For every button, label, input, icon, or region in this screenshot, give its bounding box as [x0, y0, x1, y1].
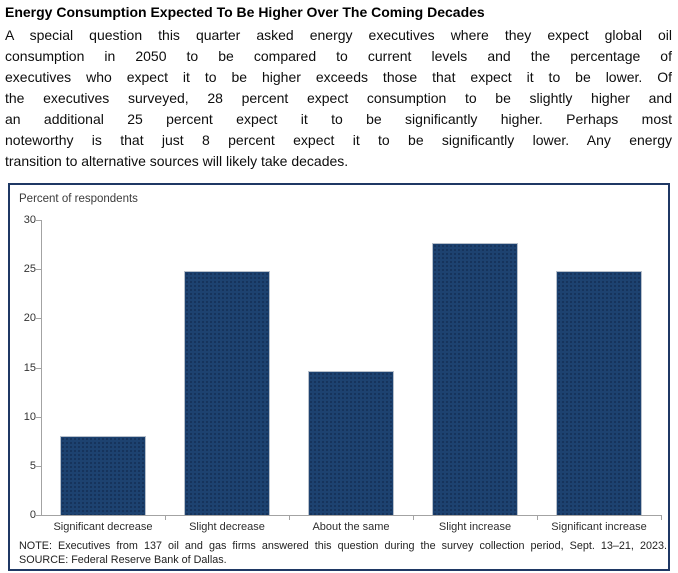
- bar-significant-decrease: [60, 436, 146, 515]
- x-category-label: Slight increase: [438, 521, 512, 533]
- paragraph-line: consumption in 2050 to be compared to cu…: [5, 48, 672, 64]
- paragraph-line: the executives surveyed, 28 percent expe…: [5, 90, 672, 106]
- paragraph-line: transition to alternative sources will l…: [5, 153, 349, 169]
- intro-paragraph: A special question this quarter asked en…: [5, 25, 672, 172]
- bar-slight-increase: [432, 242, 518, 515]
- x-tick: [413, 516, 414, 520]
- y-tick: [36, 465, 41, 467]
- chart-panel: Percent of respondents 0 5 10 15 20 25 30 Signi…: [8, 183, 670, 571]
- page-title: Energy Consumption Expected To Be Higher…: [5, 4, 485, 20]
- x-tick: [289, 516, 290, 520]
- y-tick-label: 20: [23, 312, 36, 325]
- x-category-label: Slight decrease: [189, 521, 265, 533]
- y-tick: [36, 367, 41, 369]
- y-tick: [36, 416, 41, 418]
- x-axis-line: [41, 515, 662, 516]
- y-axis-line: [41, 220, 42, 516]
- x-tick: [165, 516, 166, 520]
- y-tick-label: 0: [29, 509, 36, 521]
- bar-about-the-same: [308, 371, 394, 515]
- y-tick-label: 10: [23, 410, 36, 423]
- y-tick: [36, 515, 41, 516]
- y-tick-label: 25: [23, 263, 36, 276]
- bar-significant-increase: [556, 271, 642, 515]
- plot-area: 0 5 10 15 20 25 30 Significant decrease Slight d…: [10, 185, 668, 569]
- x-tick: [537, 516, 538, 520]
- x-category-label: Significant increase: [551, 521, 647, 533]
- paragraph-line: an additional 25 percent expect it to be…: [5, 111, 672, 127]
- paragraph-line: executives who expect it to be higher ex…: [5, 69, 672, 85]
- chart-note: NOTE: Executives from 137 oil and gas fi…: [19, 540, 667, 552]
- x-category-label: About the same: [312, 521, 390, 533]
- bar-slight-decrease: [184, 271, 270, 515]
- y-tick-label: 15: [23, 361, 36, 374]
- chart-source: SOURCE: Federal Reserve Bank of Dallas.: [19, 554, 227, 566]
- y-tick-label: 5: [29, 459, 36, 472]
- paragraph-line: A special question this quarter asked en…: [5, 27, 672, 43]
- y-tick: [36, 318, 41, 320]
- x-tick: [661, 516, 662, 520]
- paragraph-line: noteworthy is that just 8 percent expect…: [5, 132, 672, 148]
- x-category-label: Significant decrease: [53, 521, 153, 533]
- y-tick: [36, 269, 41, 271]
- y-axis-title: Percent of respondents: [19, 193, 138, 205]
- y-tick: [36, 220, 41, 221]
- y-tick-label: 30: [23, 214, 36, 226]
